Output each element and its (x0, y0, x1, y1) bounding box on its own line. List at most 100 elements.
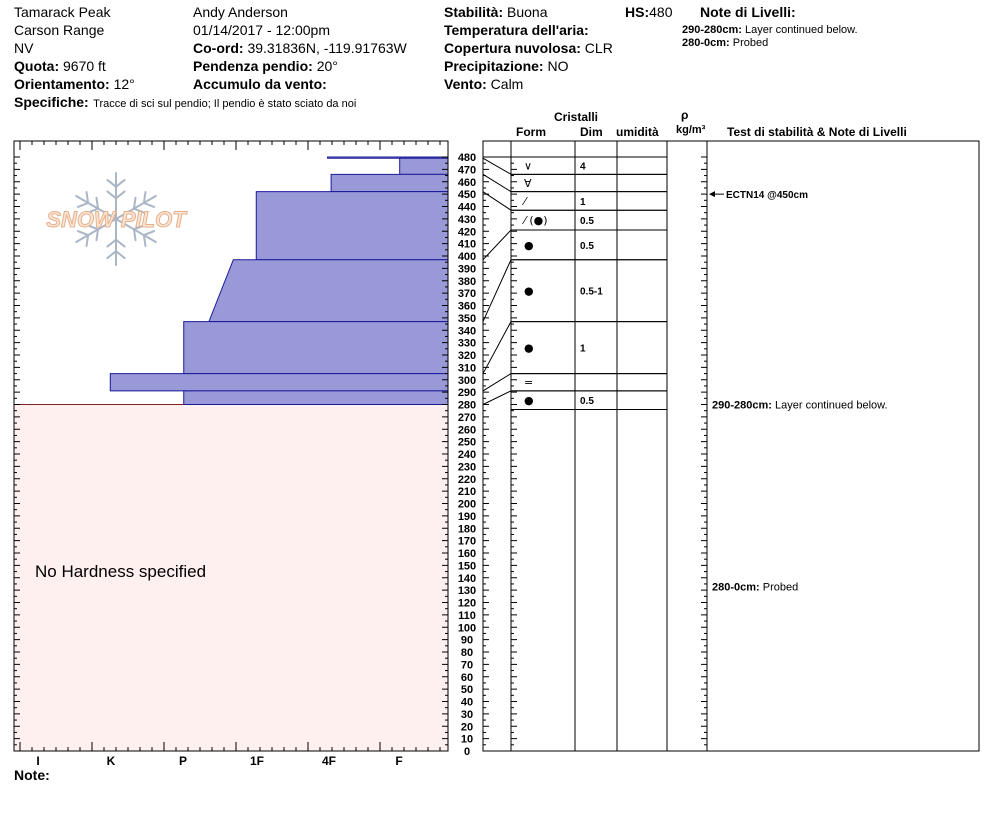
depth-tick-label: 70 (461, 659, 473, 671)
flake-branch (106, 178, 117, 188)
hardness-layer (255, 191, 449, 261)
layer-note-range: 290-280cm: (682, 24, 742, 36)
hardness-axis-label: P (179, 754, 187, 768)
depth-tick-label: 140 (458, 573, 476, 585)
flake-branch (142, 201, 156, 208)
depth-tick-label: 90 (461, 635, 473, 647)
slope-value: 20° (316, 58, 338, 74)
depth-tick-label: 330 (458, 338, 476, 350)
layer-note-entry: 280-0cm: Probed (712, 581, 798, 593)
crystal-form: = (524, 376, 533, 389)
coord-value: 39.31836N, -119.91763W (247, 40, 407, 56)
layer-note-range: 290-280cm: (712, 400, 775, 412)
hardness-axis-label: 1F (250, 754, 264, 768)
depth-tick-label: 450 (458, 189, 476, 201)
coordinates: Co-ord: 39.31836N, -119.91763W (193, 41, 407, 55)
depth-tick-label: 150 (458, 560, 476, 572)
layer-connector (482, 229, 512, 261)
depth-tick-label: 390 (458, 263, 476, 275)
flake-branch (132, 228, 137, 242)
flake-branch (115, 250, 126, 260)
flake-branch (132, 224, 146, 231)
snowpilot-logo: SNOW PILOT (46, 172, 188, 266)
depth-tick-label: 440 (458, 202, 476, 214)
depth-tick-label: 60 (461, 672, 473, 684)
depth-tick-label: 370 (458, 288, 476, 300)
depth-tick-label: 20 (461, 721, 473, 733)
flake-branch (142, 191, 147, 204)
depth-tick-label: 130 (458, 585, 476, 597)
specifics-label: Specifiche: (14, 94, 89, 110)
probed-region (14, 404, 448, 751)
test-arrow-head (709, 191, 715, 198)
flake-branch (106, 190, 117, 200)
depth-tick-label: 0 (464, 746, 470, 758)
flake-branch (85, 191, 90, 204)
elevation-value: 9670 ft (63, 58, 106, 74)
wind-value: Calm (490, 76, 524, 92)
cloud-cover: Copertura nuvolosa: CLR (444, 41, 613, 55)
stability-test-label: ECTN14 @450cm (726, 190, 808, 201)
depth-tick-label: 320 (458, 350, 476, 362)
layer-note-range: 280-0cm: (682, 37, 730, 49)
aspect-label: Orientamento: (14, 76, 110, 92)
crystal-dim: 0.5 (580, 216, 594, 227)
layer-note-text: Layer continued below. (745, 24, 858, 36)
flake-arm (75, 218, 117, 243)
col-rho: ρ (681, 108, 689, 122)
depth-tick-label: 50 (461, 684, 473, 696)
col-umidita: umidità (616, 125, 659, 139)
col-stability-notes: Test di stabilità & Note di Livelli (727, 125, 907, 139)
depth-tick-label: 310 (458, 362, 476, 374)
layer-note: 290-280cm: Layer continued below. (682, 25, 858, 36)
hardness-layer (109, 373, 449, 392)
logo-text: SNOW PILOT (46, 207, 187, 232)
layer-connector (482, 373, 512, 392)
depth-tick-label: 460 (458, 177, 476, 189)
stability: Stabilità: Buona (444, 5, 548, 19)
hardness-axis-label: I (36, 754, 39, 768)
specifics-value: Tracce di sci sul pendio; Il pendio è st… (93, 98, 357, 110)
slope: Pendenza pendio: 20° (193, 59, 338, 73)
depth-tick-label: 160 (458, 548, 476, 560)
wind: Vento: Calm (444, 77, 523, 91)
depth-tick-label: 200 (458, 499, 476, 511)
flake-branch (106, 250, 117, 260)
flake-branch (115, 190, 126, 200)
elevation: Quota: 9670 ft (14, 59, 106, 73)
hs-value: 480 (649, 4, 673, 20)
depth-tick-label: 10 (461, 734, 473, 746)
depth-tick-label: 430 (458, 214, 476, 226)
flake-branch (76, 230, 90, 237)
flake-arm (115, 195, 157, 220)
depth-tick-label: 350 (458, 313, 476, 325)
layer-connector (482, 173, 512, 193)
layer-note: 280-0cm: Probed (682, 38, 768, 49)
depth-tick-label: 380 (458, 276, 476, 288)
flake-branch (115, 238, 126, 248)
col-dim: Dim (580, 125, 603, 139)
depth-tick-label: 190 (458, 511, 476, 523)
wind-label: Vento: (444, 76, 487, 92)
col-rho-unit: kg/m³ (676, 124, 706, 136)
crystal-dim: 0.5 (580, 241, 594, 252)
depth-tick-label: 340 (458, 325, 476, 337)
flake-arm (75, 195, 117, 220)
layer-connector (482, 259, 512, 322)
flake-branch (86, 207, 100, 214)
depth-tick-label: 410 (458, 239, 476, 251)
depth-tick-label: 170 (458, 536, 476, 548)
hardness-frame (13, 140, 449, 752)
hardness-layer (208, 259, 449, 323)
datetime: 01/14/2017 - 12:00pm (193, 22, 330, 38)
crystal-dim: 1 (580, 344, 586, 355)
flake-branch (132, 196, 137, 210)
crystal-dim: 1 (580, 197, 586, 208)
cloud-label: Copertura nuvolosa: (444, 40, 581, 56)
crystal-form: ∀ (524, 177, 532, 190)
cloud-value: CLR (584, 40, 613, 56)
depth-tick-label: 260 (458, 424, 476, 436)
slope-label: Pendenza pendio: (193, 58, 313, 74)
depth-tick-label: 300 (458, 375, 476, 387)
